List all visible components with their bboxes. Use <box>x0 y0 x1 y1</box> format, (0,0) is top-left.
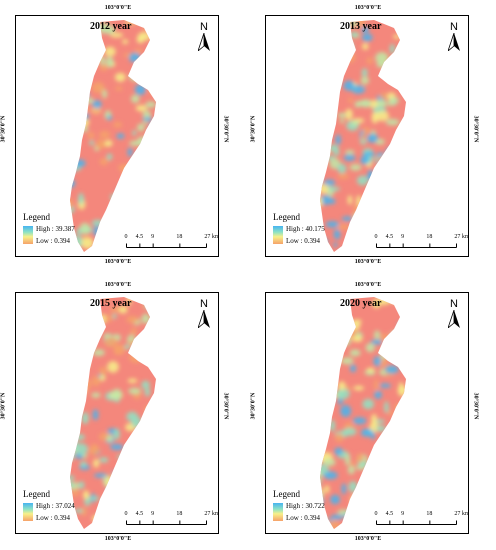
scale-tick-label: 4.5 <box>385 511 394 517</box>
longitude-label-top: 103°0'0"E <box>104 282 132 288</box>
legend-low-value: Low : 0.394 <box>36 237 71 245</box>
legend-low-value: Low : 0.394 <box>286 514 321 522</box>
scale-tick-label: 27 km <box>454 234 469 240</box>
longitude-label-bottom: 103°0'0"E <box>104 259 132 265</box>
scale-bar: 0 4.5 9 18 27 km <box>124 511 219 531</box>
scale-tick-label: 9 <box>151 234 155 240</box>
north-arrow-icon: N <box>446 21 462 51</box>
scale-tick-label: 0 <box>124 234 128 240</box>
scale-tick-label: 9 <box>401 234 405 240</box>
scale-bar: 0 4.5 9 18 27 km <box>374 234 469 254</box>
north-arrow-icon: N <box>196 21 212 51</box>
legend: Legend High : 40.175 Low : 0.394 <box>273 212 363 245</box>
legend-title: Legend <box>23 489 50 499</box>
legend-low-value: Low : 0.394 <box>36 514 71 522</box>
region-map <box>70 20 156 252</box>
latitude-label-right: 30°30'0"N <box>222 392 229 420</box>
scale-tick-label: 27 km <box>204 234 219 240</box>
scale-bar: 0 4.5 9 18 27 km <box>374 511 469 531</box>
legend-high-value: High : 37.024 <box>36 502 75 510</box>
north-arrow-icon: N <box>446 298 462 328</box>
year-label: 2015 year <box>90 298 132 309</box>
legend-high-value: High : 39.387 <box>36 225 75 233</box>
north-arrow-icon: N <box>196 298 212 328</box>
scale-bar: 0 4.5 9 18 27 km <box>124 234 219 254</box>
map-frame: 2020 year N Legend High : 30.722 Low : 0… <box>265 292 469 534</box>
legend-color-ramp <box>23 503 33 521</box>
longitude-label-top: 103°0'0"E <box>104 5 132 11</box>
legend-high-value: High : 40.175 <box>286 225 325 233</box>
scale-tick-label: 0 <box>124 511 128 517</box>
map-frame: 2015 year N Legend High : 37.024 Low : 0… <box>15 292 219 534</box>
legend-title: Legend <box>23 212 50 222</box>
scale-tick-label: 4.5 <box>385 234 394 240</box>
legend-color-ramp <box>273 503 283 521</box>
legend-title: Legend <box>273 489 300 499</box>
longitude-label-top: 103°0'0"E <box>354 282 382 288</box>
legend: Legend High : 37.024 Low : 0.394 <box>23 489 113 522</box>
latitude-label-left: 30°30'0"N <box>0 392 7 420</box>
latitude-label-right: 30°30'0"N <box>222 115 229 143</box>
region-map <box>70 297 156 529</box>
year-label: 2020 year <box>340 298 382 309</box>
scale-tick-label: 18 <box>426 511 433 517</box>
scale-tick-label: 27 km <box>204 511 219 517</box>
latitude-label-left: 30°30'0"N <box>0 115 7 143</box>
longitude-label-top: 103°0'0"E <box>354 5 382 11</box>
map-panel-2020: 103°0'0"E 30°30'0"N 30°30'0"N 2020 year … <box>250 282 479 543</box>
scale-bar-line <box>126 243 207 248</box>
legend-title: Legend <box>273 212 300 222</box>
scale-tick-label: 18 <box>426 234 433 240</box>
scale-tick-label: 9 <box>151 511 155 517</box>
scale-bar-line <box>376 243 457 248</box>
longitude-label-bottom: 103°0'0"E <box>104 536 132 542</box>
map-frame: 2012 year N Legend High : 39.387 Low : 0… <box>15 15 219 257</box>
longitude-label-bottom: 103°0'0"E <box>354 536 382 542</box>
latitude-label-right: 30°30'0"N <box>472 392 479 420</box>
scale-bar-line <box>376 520 457 525</box>
scale-tick-label: 18 <box>176 511 183 517</box>
region-map <box>320 20 406 252</box>
map-panel-2013: 103°0'0"E 30°30'0"N 30°30'0"N 2013 year … <box>250 5 479 266</box>
legend-color-ramp <box>273 226 283 244</box>
scale-tick-label: 4.5 <box>135 234 144 240</box>
legend-color-ramp <box>23 226 33 244</box>
scale-tick-label: 9 <box>401 511 405 517</box>
latitude-label-left: 30°30'0"N <box>250 115 257 143</box>
scale-tick-label: 0 <box>374 234 378 240</box>
region-map <box>320 297 406 529</box>
scale-tick-label: 0 <box>374 511 378 517</box>
map-frame: 2013 year N Legend High : 40.175 Low : 0… <box>265 15 469 257</box>
legend-high-value: High : 30.722 <box>286 502 325 510</box>
legend: Legend High : 30.722 Low : 0.394 <box>273 489 363 522</box>
latitude-label-right: 30°30'0"N <box>472 115 479 143</box>
scale-bar-line <box>126 520 207 525</box>
latitude-label-left: 30°30'0"N <box>250 392 257 420</box>
year-label: 2012 year <box>90 21 132 32</box>
year-label: 2013 year <box>340 21 382 32</box>
map-panel-2015: 103°0'0"E 30°30'0"N 30°30'0"N 2015 year … <box>0 282 229 543</box>
scale-tick-label: 18 <box>176 234 183 240</box>
legend-low-value: Low : 0.394 <box>286 237 321 245</box>
map-panel-2012: 103°0'0"E 30°30'0"N 30°30'0"N 2012 year … <box>0 5 229 266</box>
scale-tick-label: 4.5 <box>135 511 144 517</box>
legend: Legend High : 39.387 Low : 0.394 <box>23 212 113 245</box>
scale-tick-label: 27 km <box>454 511 469 517</box>
longitude-label-bottom: 103°0'0"E <box>354 259 382 265</box>
